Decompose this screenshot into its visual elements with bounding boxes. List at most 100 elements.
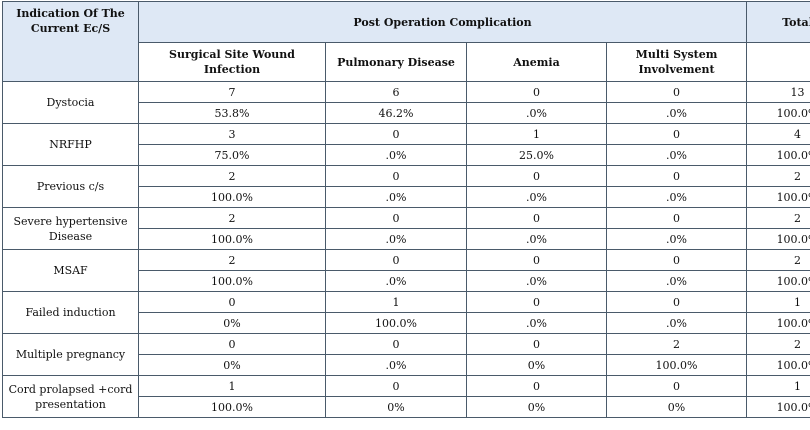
count-cell: 2 <box>139 166 326 187</box>
count-cell: 2 <box>747 334 810 355</box>
count-cell: 0 <box>607 292 747 313</box>
row-label: Multiple pregnancy <box>3 334 139 376</box>
row-label: MSAF <box>3 250 139 292</box>
row-label: Failed induction <box>3 292 139 334</box>
percent-cell: .0% <box>467 229 607 250</box>
percent-cell: 100.0% <box>747 103 810 124</box>
percent-cell: .0% <box>326 229 467 250</box>
count-cell: 13 <box>747 82 810 103</box>
count-cell: 0 <box>607 250 747 271</box>
count-cell: 7 <box>139 82 326 103</box>
percent-cell: 53.8% <box>139 103 326 124</box>
count-cell: 1 <box>326 292 467 313</box>
table-body: Dystocia76001353.8%46.2%.0%.0%100.0%NRFH… <box>3 82 810 418</box>
percent-cell: .0% <box>467 103 607 124</box>
percent-cell: 100.0% <box>139 229 326 250</box>
count-cell: 0 <box>607 376 747 397</box>
count-cell: 2 <box>747 166 810 187</box>
row-label: Previous c/s <box>3 166 139 208</box>
count-cell: 1 <box>747 292 810 313</box>
percent-cell: 100.0% <box>747 397 810 418</box>
count-cell: 0 <box>467 334 607 355</box>
row-label: Cord prolapsed +cord presentation <box>3 376 139 418</box>
percent-cell: .0% <box>607 229 747 250</box>
row-label: Dystocia <box>3 82 139 124</box>
count-cell: 6 <box>326 82 467 103</box>
percent-cell: 75.0% <box>139 145 326 166</box>
count-cell: 0 <box>467 250 607 271</box>
count-cell: 0 <box>607 124 747 145</box>
row-label: Severe hypertensive Disease <box>3 208 139 250</box>
percent-cell: .0% <box>326 187 467 208</box>
count-cell: 0 <box>139 292 326 313</box>
count-cell: 0 <box>467 82 607 103</box>
percent-cell: 100.0% <box>747 355 810 376</box>
count-cell: 1 <box>139 376 326 397</box>
indication-header: Indication Of The Current Ec/S <box>3 2 139 82</box>
percent-cell: 100.0% <box>139 397 326 418</box>
ssi-column-header: Surgical Site Wound Infection <box>139 43 326 82</box>
row-label: NRFHP <box>3 124 139 166</box>
total-header: Total <box>747 2 810 43</box>
percent-cell: .0% <box>467 313 607 334</box>
count-cell: 0 <box>467 292 607 313</box>
percent-cell: .0% <box>467 271 607 292</box>
multi-system-column-header: Multi System Involvement <box>607 43 747 82</box>
post-op-complication-header: Post Operation Complication <box>139 2 747 43</box>
percent-cell: 0% <box>139 355 326 376</box>
percent-cell: 100.0% <box>139 271 326 292</box>
count-cell: 2 <box>139 208 326 229</box>
count-cell: 2 <box>139 250 326 271</box>
anemia-column-header: Anemia <box>467 43 607 82</box>
complication-table: Indication Of The Current Ec/S Post Oper… <box>2 1 810 418</box>
total-subheader-blank <box>747 43 810 82</box>
count-cell: 1 <box>467 124 607 145</box>
count-cell: 0 <box>326 376 467 397</box>
count-cell: 2 <box>607 334 747 355</box>
percent-cell: .0% <box>607 145 747 166</box>
percent-cell: 0% <box>467 355 607 376</box>
percent-cell: 100.0% <box>747 313 810 334</box>
count-cell: 0 <box>326 250 467 271</box>
count-cell: 3 <box>139 124 326 145</box>
count-cell: 0 <box>326 334 467 355</box>
percent-cell: 0% <box>467 397 607 418</box>
count-cell: 0 <box>467 166 607 187</box>
count-cell: 0 <box>326 166 467 187</box>
percent-cell: .0% <box>607 271 747 292</box>
count-cell: 0 <box>326 124 467 145</box>
pulmonary-column-header: Pulmonary Disease <box>326 43 467 82</box>
percent-cell: .0% <box>467 187 607 208</box>
percent-cell: .0% <box>326 145 467 166</box>
percent-cell: 100.0% <box>326 313 467 334</box>
count-cell: 2 <box>747 208 810 229</box>
percent-cell: 0% <box>607 397 747 418</box>
count-cell: 0 <box>467 208 607 229</box>
count-cell: 0 <box>467 376 607 397</box>
count-cell: 0 <box>139 334 326 355</box>
percent-cell: 25.0% <box>467 145 607 166</box>
percent-cell: 100.0% <box>747 271 810 292</box>
count-cell: 0 <box>326 208 467 229</box>
percent-cell: .0% <box>326 355 467 376</box>
count-cell: 0 <box>607 166 747 187</box>
percent-cell: .0% <box>607 187 747 208</box>
percent-cell: .0% <box>326 271 467 292</box>
count-cell: 4 <box>747 124 810 145</box>
percent-cell: 0% <box>326 397 467 418</box>
count-cell: 0 <box>607 82 747 103</box>
percent-cell: 100.0% <box>139 187 326 208</box>
count-cell: 0 <box>607 208 747 229</box>
percent-cell: 100.0% <box>747 145 810 166</box>
count-cell: 1 <box>747 376 810 397</box>
percent-cell: 46.2% <box>326 103 467 124</box>
percent-cell: .0% <box>607 103 747 124</box>
